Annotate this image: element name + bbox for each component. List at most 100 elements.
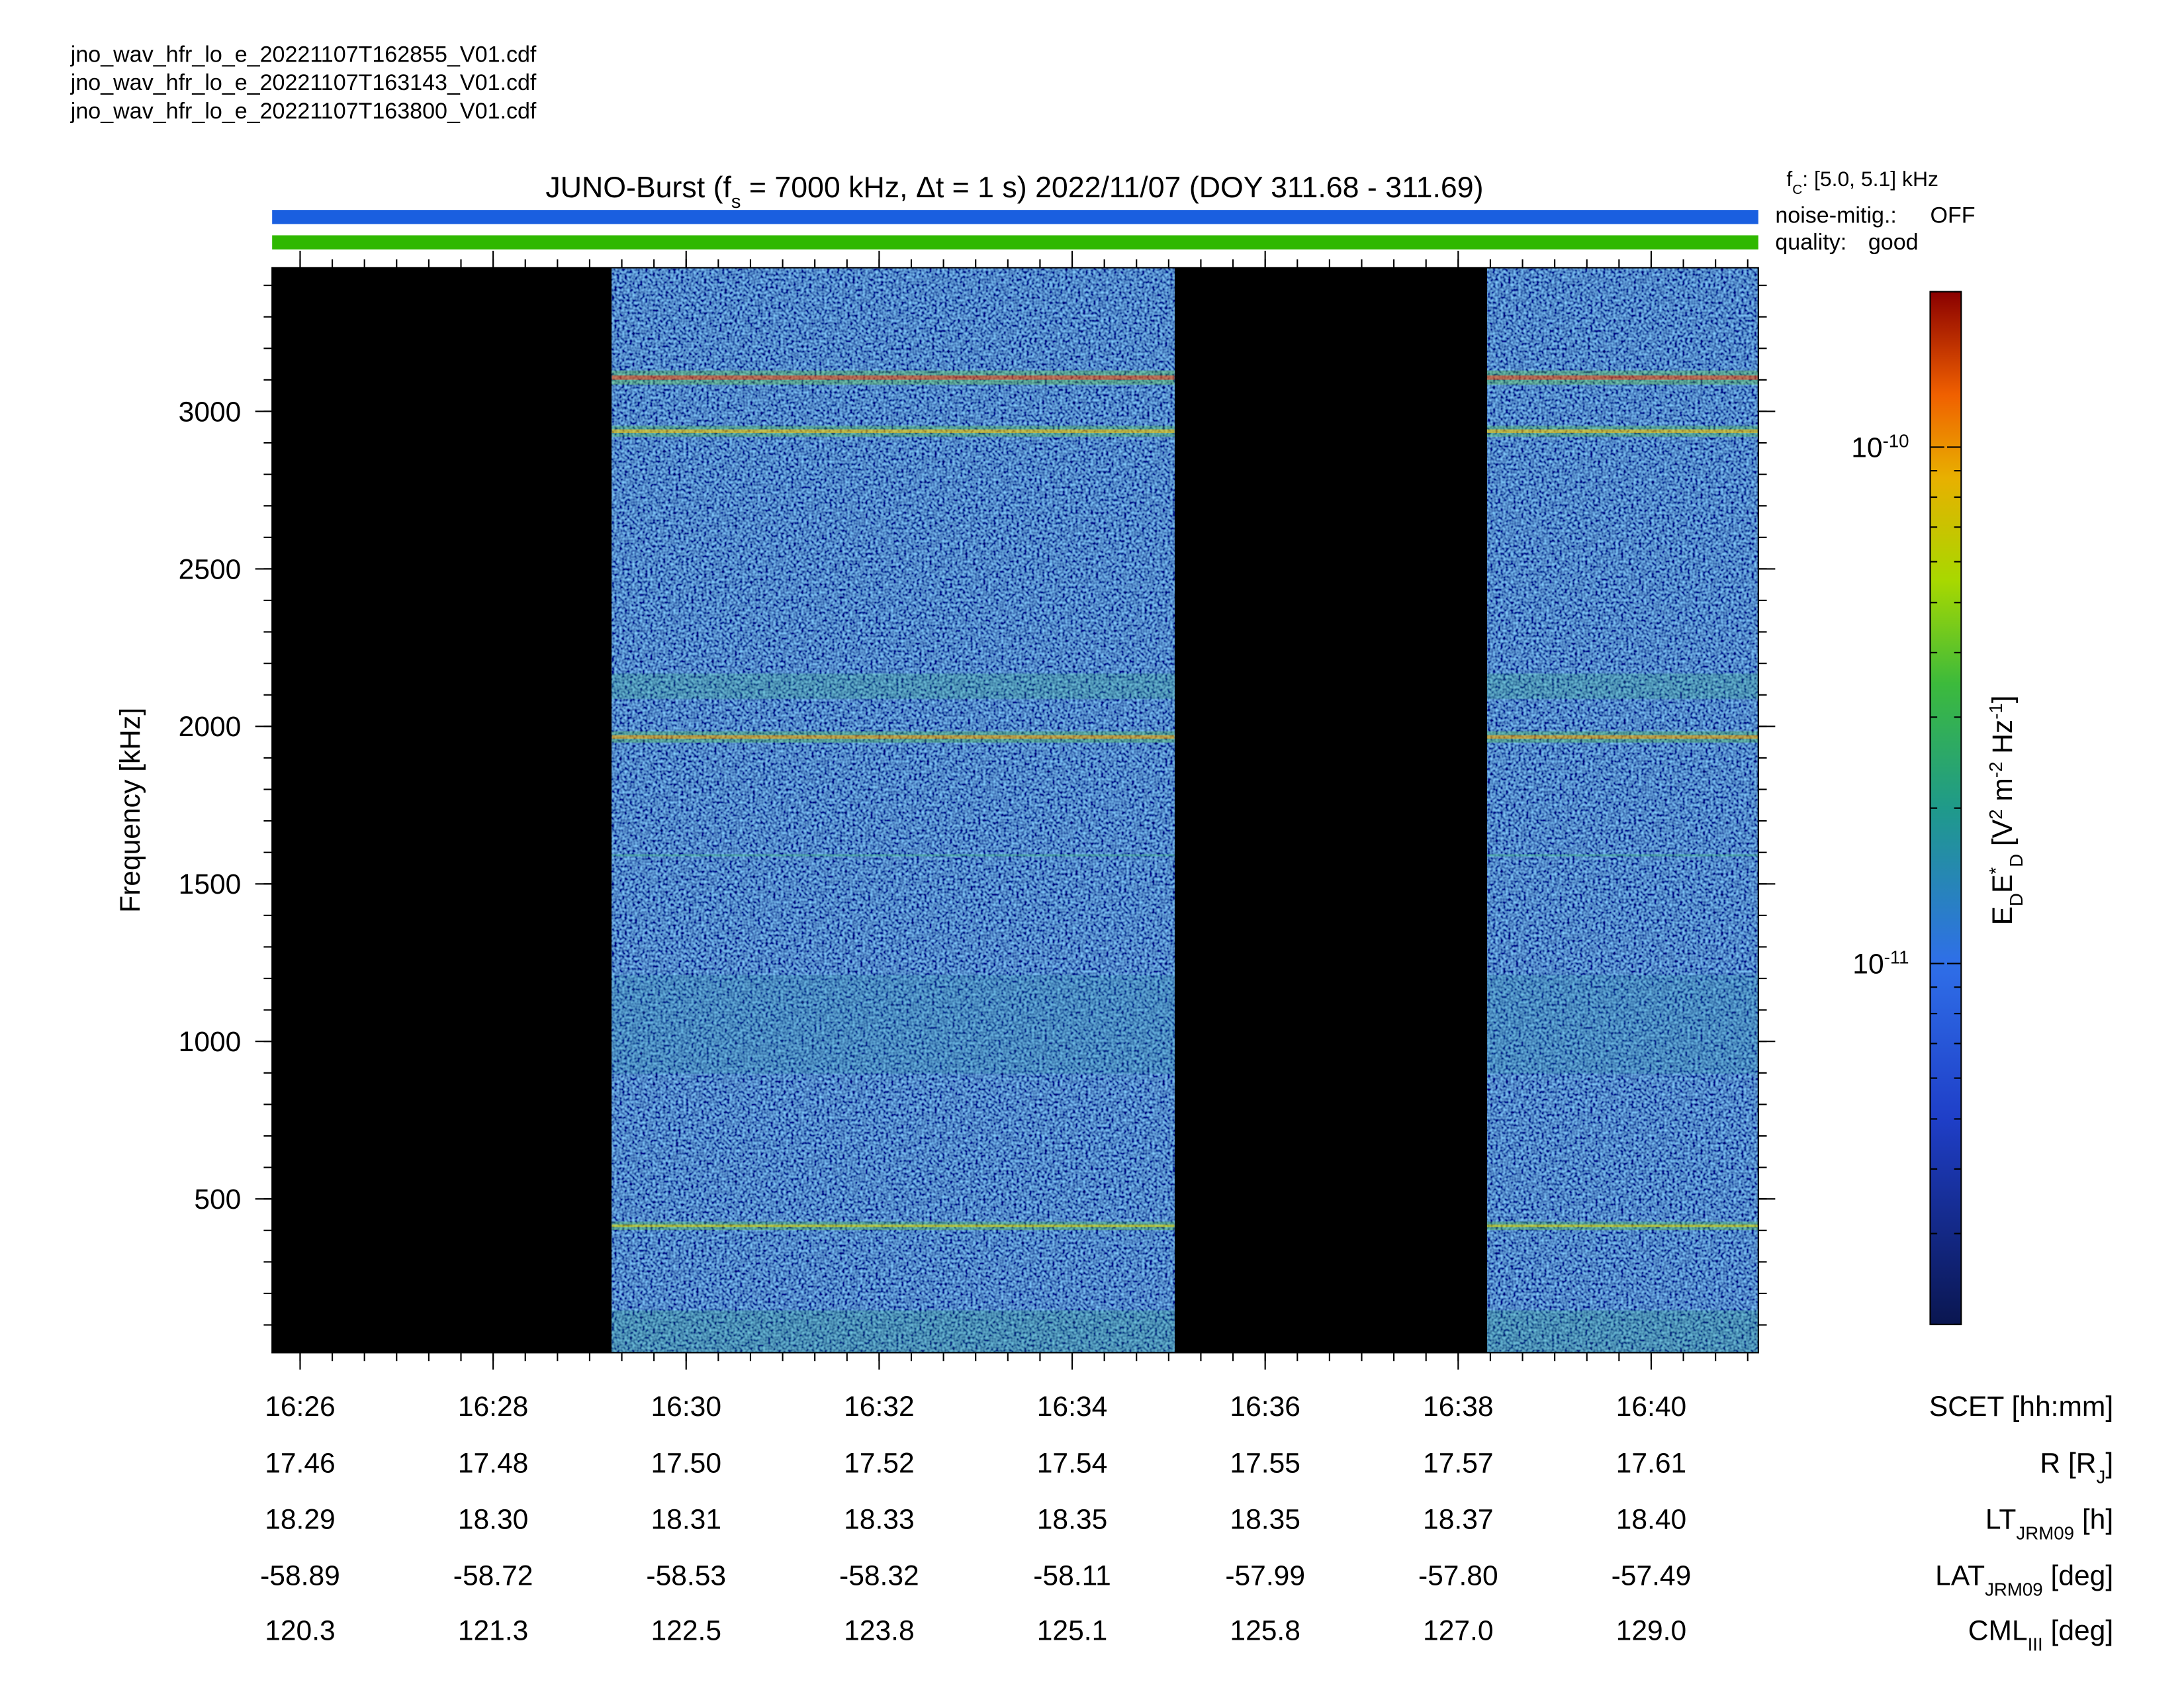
y-axis-label: Frequency [kHz] <box>114 708 146 913</box>
text-part: III <box>2028 1634 2043 1654</box>
ephemeris-value: 17.54 <box>1037 1447 1108 1479</box>
ephemeris-value: 17.46 <box>265 1447 336 1479</box>
ephemeris-label: CMLIII [deg] <box>1968 1615 2113 1655</box>
base: 10 <box>1851 432 1882 463</box>
text-part: [h] <box>2074 1503 2113 1535</box>
text-part: Hz <box>1987 720 2019 762</box>
x-tick-label: 16:40 <box>1616 1391 1687 1423</box>
text-part: C <box>1792 181 1802 197</box>
chart-title: JUNO-Burst (fs = 7000 kHz, Δt = 1 s) 202… <box>545 171 1483 212</box>
filter-note: fC: [5.0, 5.1] kHz <box>1786 167 1938 197</box>
y-tick-label: 2000 <box>179 711 242 743</box>
text-part: JRM09 <box>2016 1523 2074 1543</box>
x-tick-label: 16:28 <box>458 1391 529 1423</box>
ephemeris-value: 17.50 <box>651 1447 721 1479</box>
text-part: [deg] <box>2043 1560 2114 1592</box>
y-tick-label: 1500 <box>179 868 242 900</box>
text-part: R [R <box>2040 1447 2096 1479</box>
colorbar-tick-label: 10-10 <box>1851 430 1909 464</box>
x-tick-label: 16:36 <box>1230 1391 1300 1423</box>
exponent: -10 <box>1883 430 1909 451</box>
ephemeris-value: 17.48 <box>458 1447 529 1479</box>
ephemeris-label: LATJRM09 [deg] <box>1935 1560 2113 1600</box>
plot-frame <box>271 267 1759 1354</box>
text-part: JUNO-Burst (f <box>545 171 731 204</box>
ephemeris-value: -57.49 <box>1612 1560 1692 1592</box>
text-part: s <box>731 191 741 212</box>
ephemeris-value: 122.5 <box>651 1615 721 1647</box>
ephemeris-value: -58.89 <box>260 1560 340 1592</box>
text-part: : [5.0, 5.1] kHz <box>1802 167 1938 191</box>
text-part: -1 <box>1985 703 2005 720</box>
file-name: jno_wav_hfr_lo_e_20221107T163800_V01.cdf <box>70 99 537 124</box>
text-part: LAT <box>1935 1560 1985 1592</box>
file-list: jno_wav_hfr_lo_e_20221107T162855_V01.cdf… <box>70 42 537 124</box>
y-tick-label: 3000 <box>179 396 242 428</box>
ephemeris-value: 17.57 <box>1423 1447 1494 1479</box>
text-part: f <box>1786 167 1792 191</box>
text-part: ] <box>1987 695 2019 703</box>
base: 10 <box>1852 948 1884 980</box>
ephemeris-value: 18.35 <box>1230 1503 1300 1535</box>
ephemeris-value: 129.0 <box>1616 1615 1687 1647</box>
ephemeris-label: R [RJ] <box>2040 1447 2113 1487</box>
text-part: * <box>1985 867 2005 874</box>
text-part: JRM09 <box>1985 1579 2043 1599</box>
noise-mitigation-bar <box>272 210 1758 224</box>
text-part: m <box>1987 778 2019 809</box>
ephemeris-value: 18.33 <box>844 1503 915 1535</box>
colorbar-tick-label: 10-11 <box>1852 947 1909 980</box>
ephemeris-value: 18.40 <box>1616 1503 1687 1535</box>
text-part: ] <box>2105 1447 2113 1479</box>
text-part: LT <box>1985 1503 2017 1535</box>
ephemeris-value: -58.72 <box>453 1560 533 1592</box>
ephemeris-value: -58.11 <box>1033 1560 1111 1592</box>
x-axis-label: SCET [hh:mm] <box>1929 1391 2113 1423</box>
x-tick-label: 16:32 <box>844 1391 915 1423</box>
y-tick-label: 1000 <box>179 1026 242 1058</box>
exponent: -11 <box>1884 947 1909 967</box>
text-part: -2 <box>1985 762 2005 778</box>
text-part: CML <box>1968 1615 2028 1647</box>
ephemeris-value: 121.3 <box>458 1615 529 1647</box>
text-part: E <box>1987 906 2019 925</box>
ephemeris-value: 18.30 <box>458 1503 529 1535</box>
x-tick-label: 16:30 <box>651 1391 721 1423</box>
y-tick-label: 2500 <box>179 553 242 585</box>
noise-mitig-value: OFF <box>1930 203 1975 228</box>
ephemeris-value: -57.99 <box>1225 1560 1305 1592</box>
ephemeris-value: 125.8 <box>1230 1615 1300 1647</box>
ephemeris-value: 18.37 <box>1423 1503 1494 1535</box>
text-part: [deg] <box>2043 1615 2114 1647</box>
text-part: 2 <box>1985 810 2005 820</box>
ephemeris-value: 127.0 <box>1423 1615 1494 1647</box>
text-part: E <box>1987 874 2019 893</box>
ephemeris-value: 17.55 <box>1230 1447 1300 1479</box>
noise-mitig-label: noise-mitig.: <box>1775 203 1897 228</box>
y-tick-label: 500 <box>194 1184 241 1215</box>
text-part: J <box>2097 1466 2106 1487</box>
quality-bar <box>272 235 1758 250</box>
x-tick-label: 16:34 <box>1037 1391 1108 1423</box>
quality-label: quality: <box>1775 230 1846 255</box>
ephemeris-value: 123.8 <box>844 1615 915 1647</box>
ephemeris-value: 17.61 <box>1616 1447 1687 1479</box>
colorbar-label: EDE*D [V2 m-2 Hz-1] <box>1985 695 2026 925</box>
ephemeris-value: 18.35 <box>1037 1503 1108 1535</box>
x-tick-label: 16:38 <box>1423 1391 1494 1423</box>
text-part: D <box>2005 854 2026 867</box>
x-tick-label: 16:26 <box>265 1391 336 1423</box>
ephemeris-value: -58.53 <box>646 1560 726 1592</box>
text-part: = 7000 kHz, Δt = 1 s) 2022/11/07 (DOY 31… <box>741 171 1483 204</box>
ephemeris-value: 18.29 <box>265 1503 336 1535</box>
ephemeris-value: 18.31 <box>651 1503 721 1535</box>
text-part: [V <box>1987 819 2019 854</box>
file-name: jno_wav_hfr_lo_e_20221107T163143_V01.cdf <box>70 70 537 95</box>
quality-value: good <box>1868 230 1919 255</box>
ephemeris-label: LTJRM09 [h] <box>1985 1503 2113 1543</box>
text-part: D <box>2005 893 2026 906</box>
file-name: jno_wav_hfr_lo_e_20221107T162855_V01.cdf <box>70 42 537 68</box>
ephemeris-value: 120.3 <box>265 1615 336 1647</box>
ephemeris-value: -57.80 <box>1418 1560 1498 1592</box>
